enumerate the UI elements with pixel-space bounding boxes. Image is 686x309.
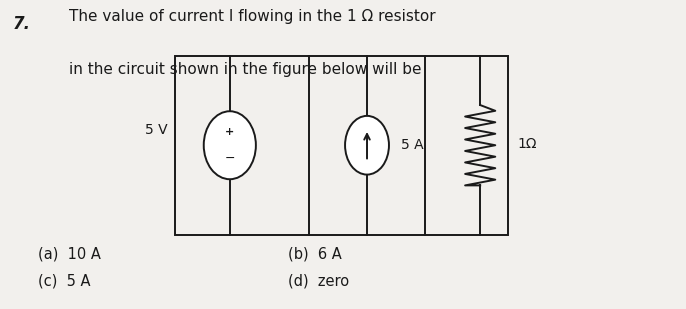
Text: (b)  6 A: (b) 6 A <box>288 246 342 261</box>
Ellipse shape <box>345 116 389 175</box>
Text: 7.: 7. <box>12 15 30 33</box>
Bar <box>175 56 508 235</box>
Text: +: + <box>225 127 235 137</box>
Text: (a)  10 A: (a) 10 A <box>38 246 101 261</box>
Text: 1Ω: 1Ω <box>518 137 537 151</box>
Text: 5 V: 5 V <box>145 123 168 137</box>
Text: −: − <box>224 152 235 165</box>
Text: (d)  zero: (d) zero <box>288 274 349 289</box>
Text: The value of current I flowing in the 1 Ω resistor: The value of current I flowing in the 1 … <box>69 9 435 24</box>
Text: 5 A: 5 A <box>401 138 424 152</box>
Text: (c)  5 A: (c) 5 A <box>38 274 91 289</box>
Ellipse shape <box>204 111 256 179</box>
Text: in the circuit shown in the figure below will be: in the circuit shown in the figure below… <box>69 62 421 77</box>
